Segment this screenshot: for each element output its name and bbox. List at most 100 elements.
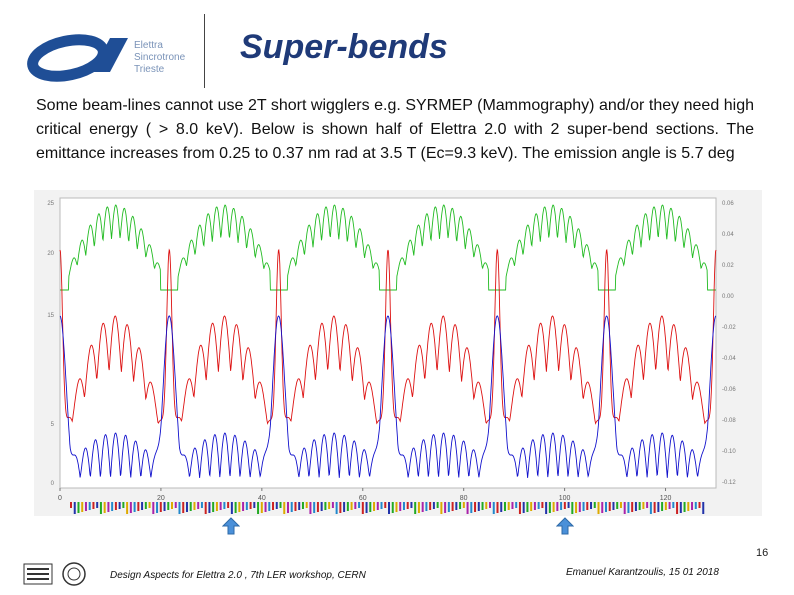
lattice-element: [657, 502, 660, 512]
lattice-element: [81, 502, 84, 512]
lattice-element: [462, 502, 465, 508]
lattice-element: [627, 502, 630, 513]
lattice-element: [492, 502, 495, 514]
lattice-element: [286, 502, 289, 513]
lattice-element: [421, 502, 424, 512]
right-tick-label: 0.00: [722, 294, 734, 300]
lattice-element: [477, 502, 480, 511]
lattice-element: [212, 502, 215, 512]
lattice-element: [208, 502, 211, 513]
lattice-element: [156, 502, 159, 513]
lattice-element: [141, 502, 144, 510]
lattice-element: [436, 502, 439, 508]
lattice-element: [163, 502, 166, 511]
lattice-element: [702, 502, 705, 514]
lattice-element: [380, 502, 383, 509]
lattice-element: [264, 502, 267, 512]
x-tick-label: 100: [559, 495, 571, 502]
lattice-element: [305, 502, 308, 508]
lattice-element: [294, 502, 297, 511]
lattice-element: [283, 502, 286, 514]
lattice-element: [672, 502, 675, 508]
lattice-element: [279, 502, 282, 508]
lattice-element: [73, 502, 76, 514]
left-tick-label: 0: [51, 481, 55, 487]
lattice-element: [578, 502, 581, 512]
lattice-element: [129, 502, 132, 513]
page-number: 16: [756, 547, 769, 559]
lattice-element: [365, 502, 368, 513]
lattice-element: [399, 502, 402, 511]
lattice-element: [84, 502, 87, 511]
lattice-element: [118, 502, 121, 509]
lattice-element: [335, 502, 338, 514]
lattice-element: [507, 502, 510, 510]
lattice-element: [245, 502, 248, 510]
lattice-element: [111, 502, 114, 511]
right-tick-label: -0.02: [722, 325, 736, 331]
lattice-element: [331, 502, 334, 508]
lattice-element: [530, 502, 533, 511]
lattice-element: [219, 502, 222, 510]
lattice-element: [414, 502, 417, 514]
lattice-element: [133, 502, 136, 512]
lattice-element: [533, 502, 536, 510]
right-tick-label: 0.06: [722, 201, 734, 207]
lattice-element: [354, 502, 357, 509]
lattice-element: [238, 502, 241, 512]
lattice-element: [537, 502, 540, 509]
left-tick-label: 25: [47, 201, 54, 207]
lattice-element: [631, 502, 634, 512]
lattice-element: [417, 502, 420, 513]
lattice-element: [126, 502, 129, 514]
body-text: Some beam-lines cannot use 2T short wigg…: [36, 97, 754, 162]
logo-line-2: Sincrotrone: [134, 52, 186, 63]
lattice-element: [328, 502, 331, 509]
lattice-element: [649, 502, 652, 514]
right-tick-label: -0.04: [722, 356, 736, 362]
lattice-element: [661, 502, 664, 511]
lattice-element: [455, 502, 458, 510]
lattice-element: [167, 502, 170, 510]
x-tick-label: 40: [258, 495, 266, 502]
lattice-element: [320, 502, 323, 511]
right-tick-label: -0.06: [722, 387, 736, 393]
lattice-element: [432, 502, 435, 509]
lattice-element: [522, 502, 525, 513]
lattice-element: [691, 502, 694, 510]
lattice-element: [541, 502, 544, 508]
lattice-element: [563, 502, 566, 509]
superbend-arrow-icon: [556, 517, 574, 535]
lattice-element: [358, 502, 361, 508]
lattice-element: [444, 502, 447, 513]
lattice-element: [698, 502, 701, 508]
lattice-element: [70, 502, 72, 508]
lattice-element: [200, 502, 203, 508]
lattice-element: [272, 502, 275, 510]
lattice-element: [88, 502, 91, 510]
lattice-element: [489, 502, 492, 508]
lattice-element: [582, 502, 585, 511]
x-tick-label: 60: [359, 495, 367, 502]
lattice-element: [350, 502, 353, 510]
lattice-element: [515, 502, 518, 508]
lattice-element: [593, 502, 596, 508]
x-tick-label: 80: [460, 495, 468, 502]
lattice-element: [604, 502, 607, 512]
lattice-element: [174, 502, 177, 508]
lattice-element: [144, 502, 147, 509]
lattice-element: [197, 502, 200, 509]
lattice-element: [230, 502, 233, 514]
lattice-element: [369, 502, 372, 512]
lattice-element: [664, 502, 667, 510]
lattice-element: [376, 502, 379, 510]
lattice-element: [545, 502, 548, 514]
x-tick-label: 20: [157, 495, 165, 502]
lattice-element: [653, 502, 656, 513]
lattice-element: [137, 502, 140, 511]
lattice-element: [171, 502, 174, 509]
lattice-element: [193, 502, 196, 510]
lattice-element: [410, 502, 413, 508]
lattice-element: [324, 502, 327, 510]
plot-area: [59, 197, 717, 489]
